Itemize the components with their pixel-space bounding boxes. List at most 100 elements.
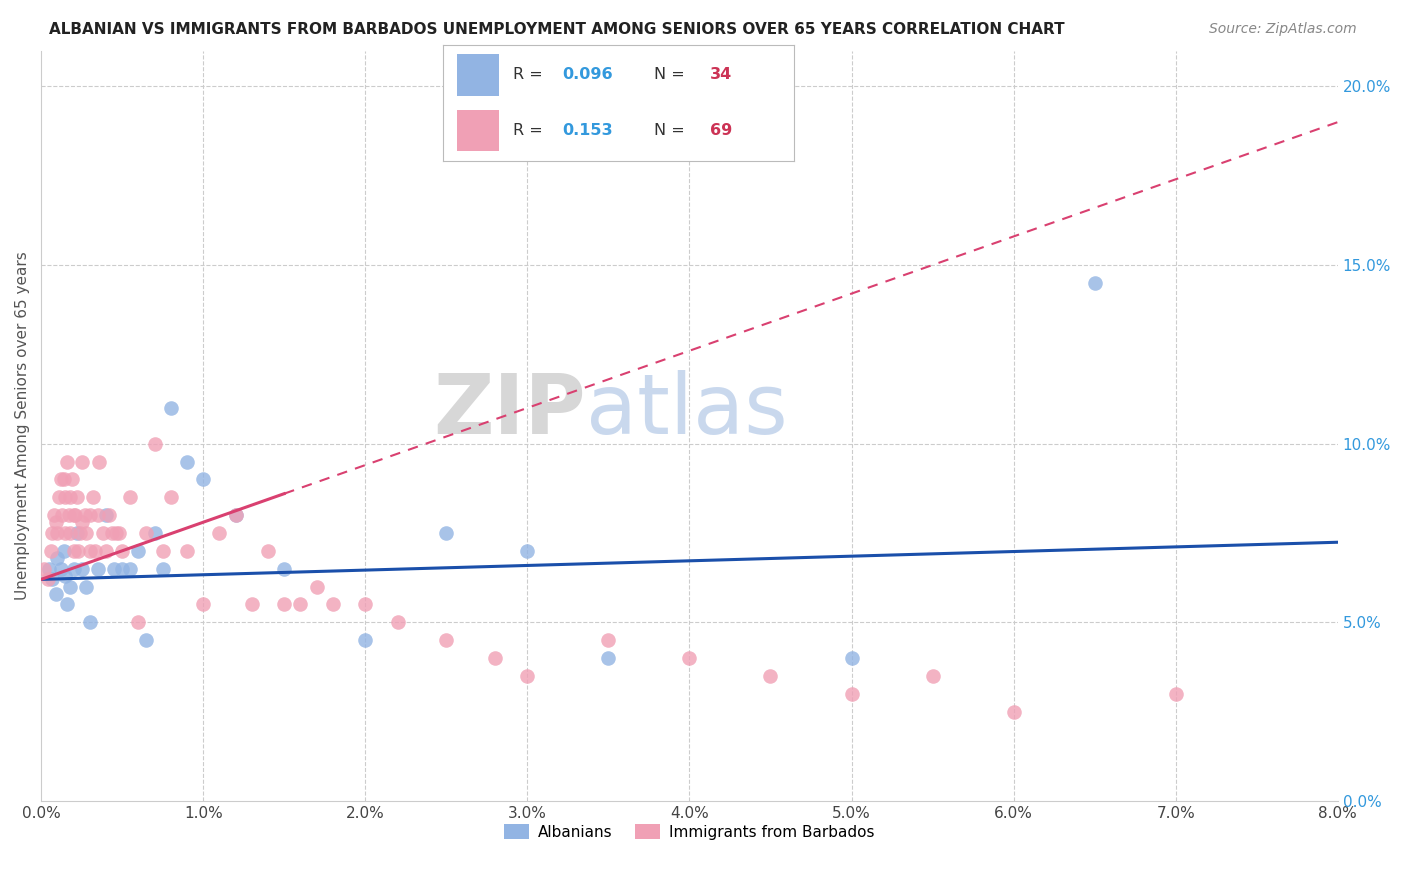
Point	[111, 562, 134, 576]
Point	[98, 508, 121, 522]
Point	[70, 562, 93, 576]
Point	[79, 615, 101, 630]
Point	[87, 562, 110, 576]
Point	[193, 598, 215, 612]
Point	[91, 525, 114, 540]
Point	[104, 525, 127, 540]
Text: 0.096: 0.096	[562, 67, 613, 82]
Point	[387, 615, 409, 630]
Point	[111, 544, 134, 558]
Text: ZIP: ZIP	[433, 370, 586, 451]
Text: ALBANIAN VS IMMIGRANTS FROM BARBADOS UNEMPLOYMENT AMONG SENIORS OVER 65 YEARS CO: ALBANIAN VS IMMIGRANTS FROM BARBADOS UNE…	[49, 22, 1064, 37]
Point	[841, 651, 863, 665]
Point	[59, 490, 82, 504]
Point	[354, 598, 377, 612]
Point	[59, 525, 82, 540]
Y-axis label: Unemployment Among Seniors over 65 years: Unemployment Among Seniors over 65 years	[15, 252, 30, 600]
Point	[152, 544, 174, 558]
Point	[51, 508, 73, 522]
Point	[273, 562, 295, 576]
Point	[240, 598, 263, 612]
Point	[46, 525, 69, 540]
Point	[62, 508, 84, 522]
Text: R =: R =	[513, 67, 548, 82]
Point	[73, 508, 96, 522]
Point	[598, 651, 620, 665]
Point	[76, 525, 98, 540]
Point	[41, 525, 63, 540]
Point	[322, 598, 344, 612]
Point	[354, 633, 377, 648]
Point	[1164, 687, 1187, 701]
Point	[127, 615, 149, 630]
Text: Source: ZipAtlas.com: Source: ZipAtlas.com	[1209, 22, 1357, 37]
Point	[39, 544, 62, 558]
Text: 0.153: 0.153	[562, 123, 613, 138]
Point	[42, 508, 65, 522]
Text: N =: N =	[654, 123, 690, 138]
Point	[52, 472, 75, 486]
Point	[135, 525, 157, 540]
Point	[55, 525, 77, 540]
Point	[120, 490, 142, 504]
Point	[759, 669, 782, 683]
Point	[152, 562, 174, 576]
Point	[516, 544, 538, 558]
Point	[273, 598, 295, 612]
Point	[159, 401, 181, 415]
Point	[143, 525, 166, 540]
Point	[79, 544, 101, 558]
Point	[76, 580, 98, 594]
Point	[41, 573, 63, 587]
Point	[46, 551, 69, 566]
Point	[49, 472, 72, 486]
Text: N =: N =	[654, 67, 690, 82]
Point	[159, 490, 181, 504]
Point	[56, 598, 79, 612]
Point	[83, 544, 105, 558]
Point	[63, 508, 86, 522]
Text: 34: 34	[710, 67, 733, 82]
Point	[225, 508, 247, 522]
Point	[55, 569, 77, 583]
Point	[193, 472, 215, 486]
Point	[37, 573, 59, 587]
Point	[94, 544, 117, 558]
Point	[103, 562, 125, 576]
Point	[434, 633, 457, 648]
Point	[59, 580, 82, 594]
Point	[135, 633, 157, 648]
Point	[1002, 705, 1025, 719]
Point	[921, 669, 943, 683]
Point	[62, 562, 84, 576]
Point	[89, 454, 111, 468]
Point	[34, 562, 56, 576]
Point	[49, 562, 72, 576]
Point	[45, 515, 67, 529]
Point	[484, 651, 506, 665]
Point	[1084, 276, 1107, 290]
Point	[62, 544, 84, 558]
Legend: Albanians, Immigrants from Barbados: Albanians, Immigrants from Barbados	[498, 818, 880, 846]
Point	[108, 525, 131, 540]
Point	[79, 508, 101, 522]
Point	[69, 525, 91, 540]
Point	[678, 651, 700, 665]
Bar	[457, 54, 499, 95]
Bar	[457, 110, 499, 152]
Point	[70, 454, 93, 468]
Point	[58, 508, 80, 522]
Point	[48, 490, 70, 504]
Point	[82, 490, 104, 504]
Point	[94, 508, 117, 522]
Point	[67, 544, 90, 558]
Point	[45, 587, 67, 601]
Text: R =: R =	[513, 123, 553, 138]
Point	[841, 687, 863, 701]
Point	[225, 508, 247, 522]
Point	[143, 436, 166, 450]
Point	[66, 525, 89, 540]
Point	[101, 525, 124, 540]
Point	[305, 580, 328, 594]
Point	[70, 515, 93, 529]
